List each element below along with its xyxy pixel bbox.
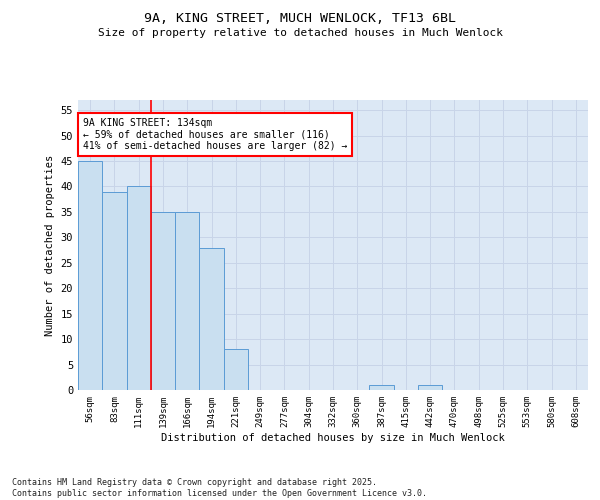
Bar [370, 385, 394, 390]
Bar [102, 192, 127, 390]
Bar [199, 248, 224, 390]
Text: Contains HM Land Registry data © Crown copyright and database right 2025.
Contai: Contains HM Land Registry data © Crown c… [12, 478, 427, 498]
Bar [151, 212, 175, 390]
Bar [418, 385, 442, 390]
Bar [78, 161, 102, 390]
Text: 9A KING STREET: 134sqm
← 59% of detached houses are smaller (116)
41% of semi-de: 9A KING STREET: 134sqm ← 59% of detached… [83, 118, 347, 151]
Bar [175, 212, 199, 390]
X-axis label: Distribution of detached houses by size in Much Wenlock: Distribution of detached houses by size … [161, 432, 505, 442]
Text: 9A, KING STREET, MUCH WENLOCK, TF13 6BL: 9A, KING STREET, MUCH WENLOCK, TF13 6BL [144, 12, 456, 26]
Bar [127, 186, 151, 390]
Y-axis label: Number of detached properties: Number of detached properties [45, 154, 55, 336]
Text: Size of property relative to detached houses in Much Wenlock: Size of property relative to detached ho… [97, 28, 503, 38]
Bar [224, 350, 248, 390]
